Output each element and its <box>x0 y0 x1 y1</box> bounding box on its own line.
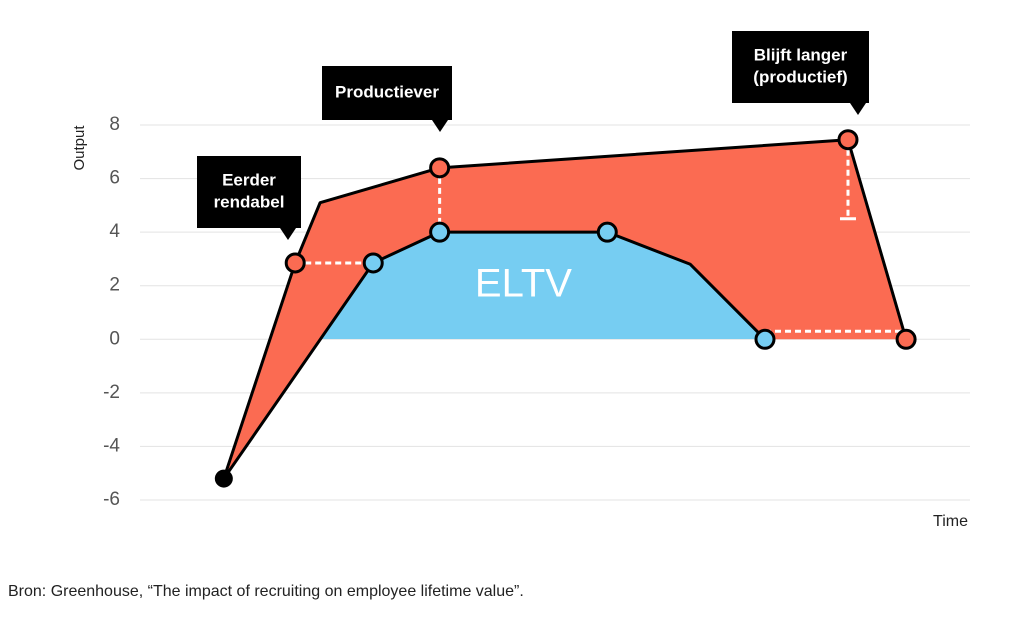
y-tick-label: 2 <box>109 275 120 296</box>
series-line <box>222 138 908 480</box>
point <box>895 328 917 350</box>
point <box>284 252 306 274</box>
point <box>596 221 618 243</box>
series-line <box>222 230 767 480</box>
point <box>429 157 451 179</box>
callout-text: Productiever <box>335 82 439 101</box>
callout-pointer <box>280 228 296 240</box>
point <box>754 328 776 350</box>
point <box>837 129 859 151</box>
y-tick-label: 8 <box>109 114 120 135</box>
callout-text: rendabel <box>214 192 285 211</box>
y-tick-label: -2 <box>103 382 120 403</box>
y-tick-label: 4 <box>109 221 120 242</box>
point <box>362 252 384 274</box>
callout-box <box>732 31 869 103</box>
y-tick-label: -4 <box>103 435 120 456</box>
y-axis-label: Output <box>71 125 88 171</box>
area-eltv <box>320 232 765 339</box>
start-point <box>214 469 233 488</box>
callout-pointer <box>850 103 866 115</box>
callout-box <box>322 66 452 120</box>
y-tick-label: 6 <box>109 168 120 189</box>
callout-box <box>197 156 301 228</box>
x-axis-label: Time <box>933 513 968 530</box>
source: Bron: Greenhouse, “The impact of recruit… <box>8 583 524 600</box>
y-tick-label: -6 <box>103 489 120 510</box>
y-tick-label: 0 <box>109 328 120 349</box>
point <box>429 221 451 243</box>
callout-pointer <box>432 120 448 132</box>
callout-text: Blijft langer <box>754 45 848 64</box>
area-label: ELTV <box>475 261 572 305</box>
callout-text: (productief) <box>753 67 847 86</box>
callout-text: Eerder <box>222 170 276 189</box>
area-gain <box>223 139 907 479</box>
